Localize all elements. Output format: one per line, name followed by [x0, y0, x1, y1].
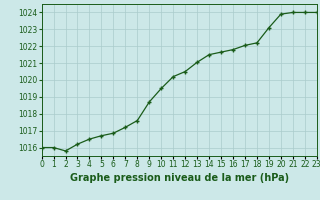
X-axis label: Graphe pression niveau de la mer (hPa): Graphe pression niveau de la mer (hPa)	[70, 173, 289, 183]
